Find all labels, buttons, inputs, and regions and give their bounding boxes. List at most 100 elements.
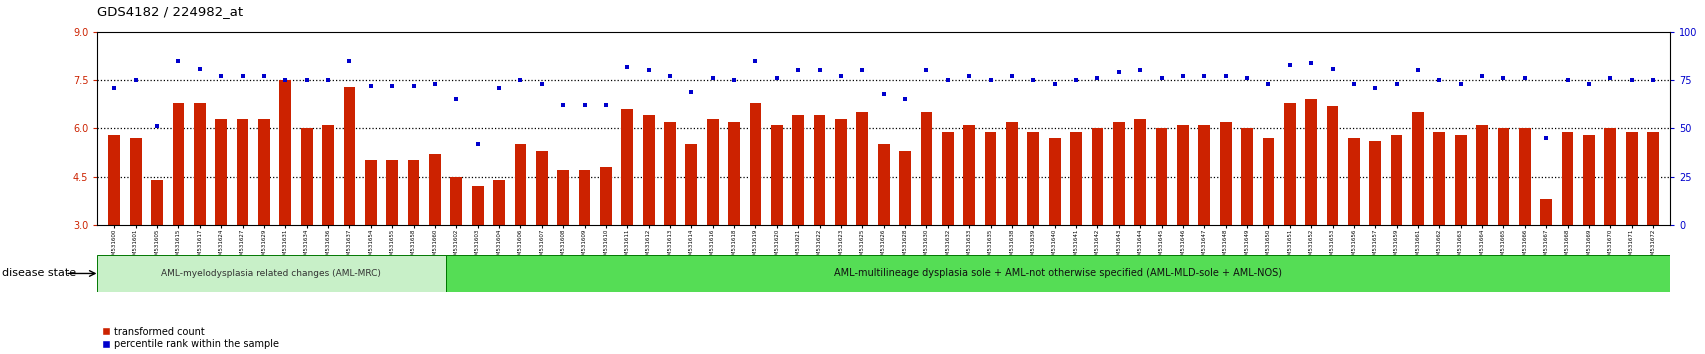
- Bar: [1603, 129, 1615, 225]
- Point: [143, 124, 170, 129]
- Point: [1616, 77, 1644, 83]
- Point: [1574, 81, 1601, 87]
- Bar: [1091, 129, 1103, 225]
- Bar: [558, 170, 569, 225]
- Bar: [1582, 135, 1594, 225]
- Bar: [343, 86, 355, 225]
- Point: [571, 102, 598, 108]
- Bar: [1517, 129, 1529, 225]
- Bar: [1497, 129, 1509, 225]
- Bar: [1154, 129, 1166, 225]
- Bar: [1560, 132, 1572, 225]
- Point: [123, 77, 150, 83]
- Point: [1383, 81, 1410, 87]
- Point: [934, 77, 962, 83]
- Bar: [1432, 132, 1444, 225]
- Point: [208, 73, 235, 79]
- Bar: [1284, 103, 1294, 225]
- Bar: [385, 160, 397, 225]
- Bar: [685, 144, 697, 225]
- Bar: [621, 109, 633, 225]
- Point: [101, 85, 128, 91]
- Legend: transformed count, percentile rank within the sample: transformed count, percentile rank withi…: [102, 327, 278, 349]
- Point: [997, 73, 1025, 79]
- Point: [1253, 81, 1280, 87]
- Point: [251, 73, 278, 79]
- Bar: [1262, 138, 1274, 225]
- Point: [314, 77, 341, 83]
- Point: [379, 83, 406, 89]
- Bar: [941, 132, 953, 225]
- Point: [464, 141, 491, 147]
- Bar: [1647, 132, 1657, 225]
- Point: [1125, 68, 1153, 73]
- Bar: [1006, 122, 1018, 225]
- Point: [1361, 85, 1388, 91]
- Bar: [194, 103, 206, 225]
- Point: [592, 102, 619, 108]
- Bar: [1454, 135, 1466, 225]
- Bar: [172, 103, 184, 225]
- Bar: [728, 122, 740, 225]
- Text: disease state: disease state: [2, 268, 75, 278]
- Bar: [445, 255, 1669, 292]
- Bar: [130, 138, 142, 225]
- Point: [165, 58, 193, 64]
- Point: [186, 66, 213, 72]
- Bar: [663, 122, 675, 225]
- Point: [762, 75, 789, 81]
- Bar: [600, 167, 612, 225]
- Point: [1083, 75, 1110, 81]
- Point: [421, 81, 448, 87]
- Bar: [1069, 132, 1081, 225]
- Point: [699, 75, 726, 81]
- Bar: [1112, 122, 1124, 225]
- Bar: [365, 160, 377, 225]
- Point: [870, 91, 897, 96]
- Bar: [300, 129, 312, 225]
- Point: [506, 77, 534, 83]
- Bar: [1540, 199, 1552, 225]
- Bar: [1347, 138, 1359, 225]
- Bar: [878, 144, 888, 225]
- Bar: [280, 80, 292, 225]
- Point: [1168, 73, 1195, 79]
- Point: [1275, 62, 1303, 68]
- Point: [293, 77, 321, 83]
- Bar: [748, 103, 760, 225]
- Point: [805, 68, 832, 73]
- Bar: [1241, 129, 1251, 225]
- Point: [677, 89, 704, 95]
- Bar: [963, 125, 975, 225]
- Point: [1040, 81, 1067, 87]
- Point: [1553, 77, 1581, 83]
- Point: [1531, 135, 1558, 141]
- Point: [784, 68, 812, 73]
- Bar: [1475, 125, 1487, 225]
- Bar: [1326, 106, 1338, 225]
- Point: [399, 83, 426, 89]
- Point: [1147, 75, 1175, 81]
- Bar: [813, 115, 825, 225]
- Point: [827, 73, 854, 79]
- Bar: [1390, 135, 1402, 225]
- Bar: [1625, 132, 1637, 225]
- Bar: [578, 170, 590, 225]
- Bar: [215, 119, 227, 225]
- Text: GDS4182 / 224982_at: GDS4182 / 224982_at: [97, 5, 244, 18]
- Point: [1446, 81, 1473, 87]
- Point: [228, 73, 256, 79]
- Point: [1062, 77, 1089, 83]
- Point: [656, 73, 684, 79]
- Point: [529, 81, 556, 87]
- Point: [1318, 66, 1345, 72]
- Bar: [407, 160, 419, 225]
- Point: [356, 83, 384, 89]
- Point: [614, 64, 641, 69]
- Point: [271, 77, 298, 83]
- Point: [1190, 73, 1217, 79]
- Point: [634, 68, 662, 73]
- Bar: [856, 112, 868, 225]
- Point: [1639, 77, 1666, 83]
- Point: [1020, 77, 1047, 83]
